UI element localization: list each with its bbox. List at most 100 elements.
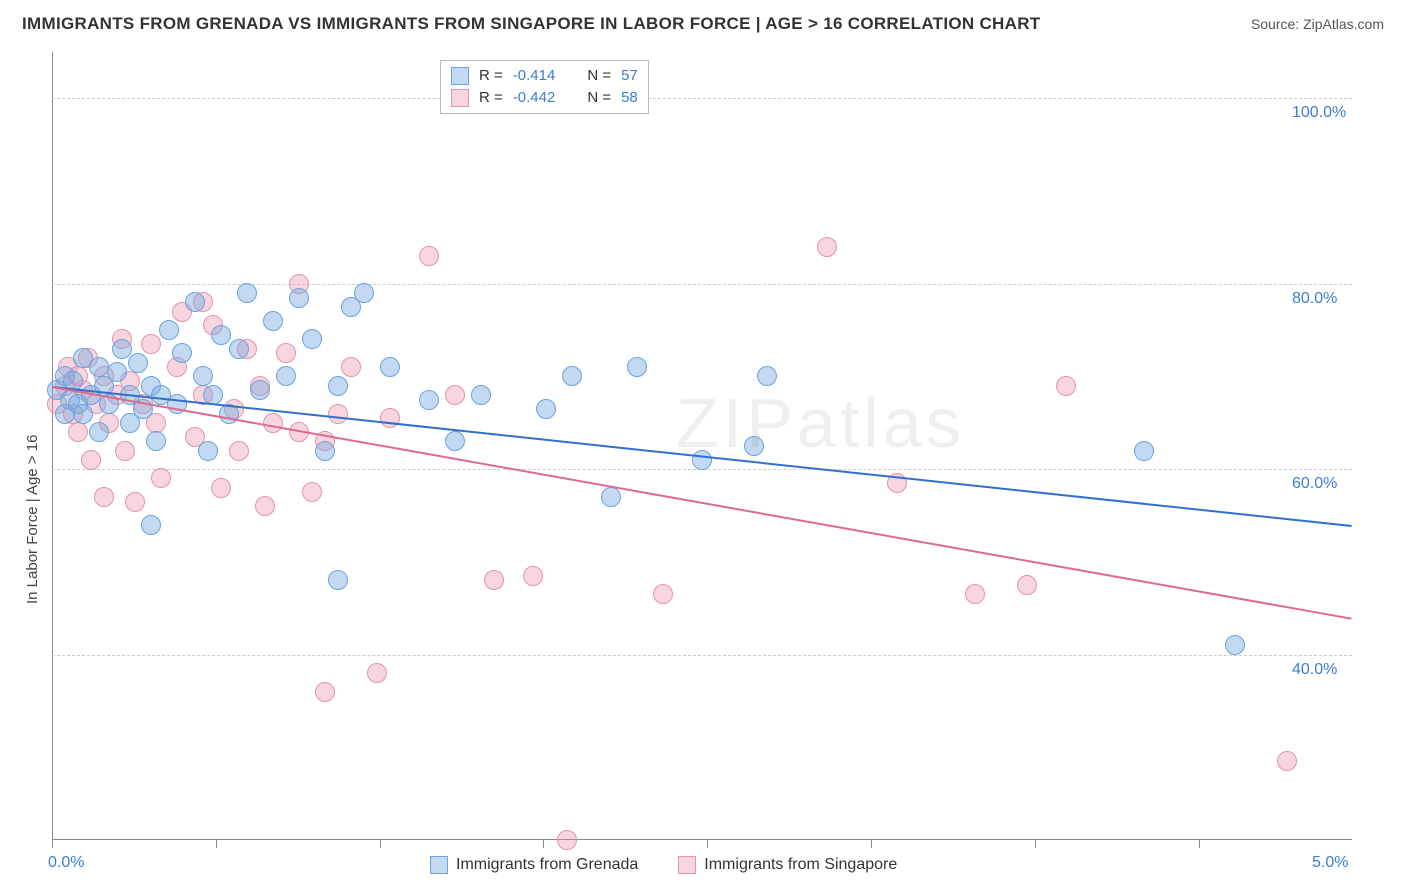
data-point-singapore — [81, 450, 101, 470]
data-point-grenada — [263, 311, 283, 331]
x-tick — [52, 840, 53, 848]
gridline — [52, 98, 1352, 99]
r-label: R = — [479, 65, 503, 87]
x-tick — [216, 840, 217, 848]
data-point-grenada — [73, 404, 93, 424]
data-point-singapore — [125, 492, 145, 512]
legend-swatch-singapore — [678, 856, 696, 874]
data-point-singapore — [302, 482, 322, 502]
x-tick — [1199, 840, 1200, 848]
x-tick — [543, 840, 544, 848]
y-tick-label: 80.0% — [1292, 290, 1337, 308]
data-point-grenada — [627, 357, 647, 377]
legend-row-singapore: R =-0.442N =58 — [451, 87, 638, 109]
data-point-grenada — [419, 390, 439, 410]
data-point-singapore — [151, 468, 171, 488]
data-point-grenada — [744, 436, 764, 456]
r-label: R = — [479, 87, 503, 109]
data-point-singapore — [653, 584, 673, 604]
data-point-grenada — [89, 357, 109, 377]
data-point-grenada — [289, 288, 309, 308]
data-point-singapore — [1017, 575, 1037, 595]
data-point-singapore — [484, 570, 504, 590]
legend-swatch-grenada — [451, 67, 469, 85]
data-point-grenada — [354, 283, 374, 303]
data-point-singapore — [276, 343, 296, 363]
data-point-grenada — [198, 441, 218, 461]
data-point-singapore — [523, 566, 543, 586]
data-point-grenada — [471, 385, 491, 405]
n-value: 57 — [621, 65, 638, 87]
data-point-singapore — [341, 357, 361, 377]
y-tick-label: 40.0% — [1292, 661, 1337, 679]
data-point-grenada — [276, 366, 296, 386]
data-point-singapore — [315, 682, 335, 702]
data-point-grenada — [536, 399, 556, 419]
data-point-grenada — [328, 376, 348, 396]
data-point-singapore — [255, 496, 275, 516]
data-point-grenada — [159, 320, 179, 340]
data-point-grenada — [141, 515, 161, 535]
y-tick-label: 100.0% — [1292, 104, 1346, 122]
legend-item-label: Immigrants from Singapore — [704, 856, 897, 874]
data-point-grenada — [1225, 635, 1245, 655]
data-point-singapore — [115, 441, 135, 461]
legend-item-singapore: Immigrants from Singapore — [678, 856, 897, 874]
data-point-grenada — [237, 283, 257, 303]
r-value: -0.414 — [513, 65, 556, 87]
data-point-grenada — [1134, 441, 1154, 461]
data-point-grenada — [250, 380, 270, 400]
data-point-singapore — [229, 441, 249, 461]
data-point-singapore — [328, 404, 348, 424]
legend-correlation: R =-0.414N =57R =-0.442N =58 — [440, 60, 649, 114]
data-point-singapore — [419, 246, 439, 266]
legend-item-label: Immigrants from Grenada — [456, 856, 638, 874]
data-point-grenada — [601, 487, 621, 507]
data-point-grenada — [128, 353, 148, 373]
data-point-singapore — [817, 237, 837, 257]
n-label: N = — [587, 87, 611, 109]
data-point-singapore — [445, 385, 465, 405]
data-point-grenada — [193, 366, 213, 386]
data-point-singapore — [557, 830, 577, 850]
legend-item-grenada: Immigrants from Grenada — [430, 856, 638, 874]
data-point-grenada — [692, 450, 712, 470]
data-point-grenada — [562, 366, 582, 386]
source-label: Source: ZipAtlas.com — [1251, 16, 1384, 32]
x-axis-max-label: 5.0% — [1312, 854, 1348, 872]
data-point-singapore — [94, 487, 114, 507]
data-point-grenada — [172, 343, 192, 363]
data-point-singapore — [367, 663, 387, 683]
n-value: 58 — [621, 87, 638, 109]
data-point-grenada — [89, 422, 109, 442]
data-point-singapore — [68, 422, 88, 442]
y-axis-title: In Labor Force | Age > 16 — [24, 434, 41, 603]
legend-row-grenada: R = -0.414 N = 57 — [451, 65, 638, 87]
data-point-grenada — [211, 325, 231, 345]
data-point-grenada — [229, 339, 249, 359]
data-point-grenada — [757, 366, 777, 386]
x-axis-min-label: 0.0% — [48, 854, 84, 872]
data-point-singapore — [1056, 376, 1076, 396]
x-tick — [1035, 840, 1036, 848]
data-point-grenada — [328, 570, 348, 590]
plot-area: 100.0% 80.0% 60.0% 40.0% — [52, 52, 1352, 840]
y-tick-label: 60.0% — [1292, 475, 1337, 493]
data-point-grenada — [302, 329, 322, 349]
data-point-grenada — [315, 441, 335, 461]
data-point-grenada — [107, 362, 127, 382]
data-point-grenada — [445, 431, 465, 451]
x-tick — [380, 840, 381, 848]
legend-series: Immigrants from Grenada Immigrants from S… — [430, 856, 897, 874]
x-tick — [871, 840, 872, 848]
data-point-singapore — [1277, 751, 1297, 771]
data-point-singapore — [380, 408, 400, 428]
data-point-singapore — [141, 334, 161, 354]
legend-swatch-grenada — [430, 856, 448, 874]
data-point-grenada — [146, 431, 166, 451]
legend-swatch-singapore — [451, 89, 469, 107]
n-label: N = — [587, 65, 611, 87]
gridline — [52, 655, 1352, 656]
data-point-singapore — [263, 413, 283, 433]
data-point-grenada — [185, 292, 205, 312]
